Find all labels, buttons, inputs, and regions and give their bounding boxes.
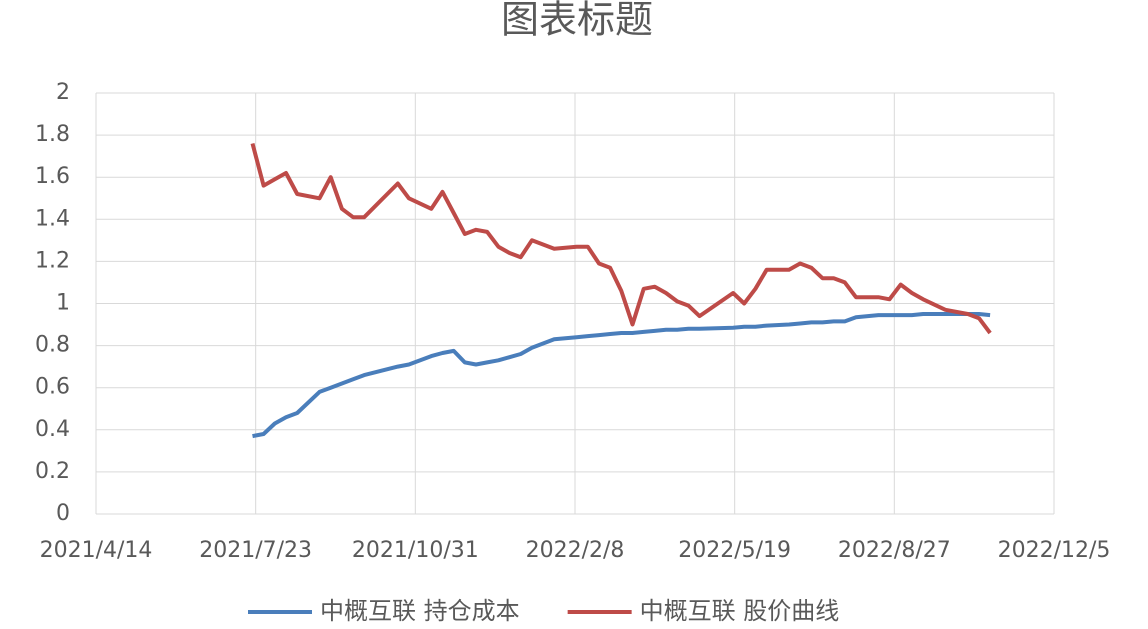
y-tick-label: 2 [56,80,70,105]
y-tick-label: 1 [56,291,70,316]
chart-title: 图表标题 [501,0,653,42]
legend-label: 中概互联 股价曲线 [640,597,840,625]
legend-label: 中概互联 持仓成本 [320,597,520,625]
x-tick-label: 2022/5/19 [678,538,791,563]
y-tick-label: 1.6 [35,164,70,189]
y-tick-label: 1.8 [35,122,70,147]
y-tick-label: 0 [56,501,70,526]
y-tick-label: 0.2 [35,459,70,484]
data-line [252,312,991,439]
x-tick-label: 2022/12/5 [998,538,1111,563]
x-tick-label: 2021/4/14 [40,538,153,563]
x-tick-label: 2021/10/31 [352,538,479,563]
y-tick-label: 1.2 [35,248,70,273]
x-tick-label: 2021/7/23 [199,538,312,563]
y-tick-label: 0.8 [35,333,70,358]
x-tick-label: 2022/8/27 [838,538,951,563]
y-tick-label: 0.6 [35,375,70,400]
data-line [250,142,992,335]
x-tick-label: 2022/2/8 [526,538,625,563]
y-tick-label: 0.4 [35,417,70,442]
y-tick-label: 1.4 [35,206,70,231]
